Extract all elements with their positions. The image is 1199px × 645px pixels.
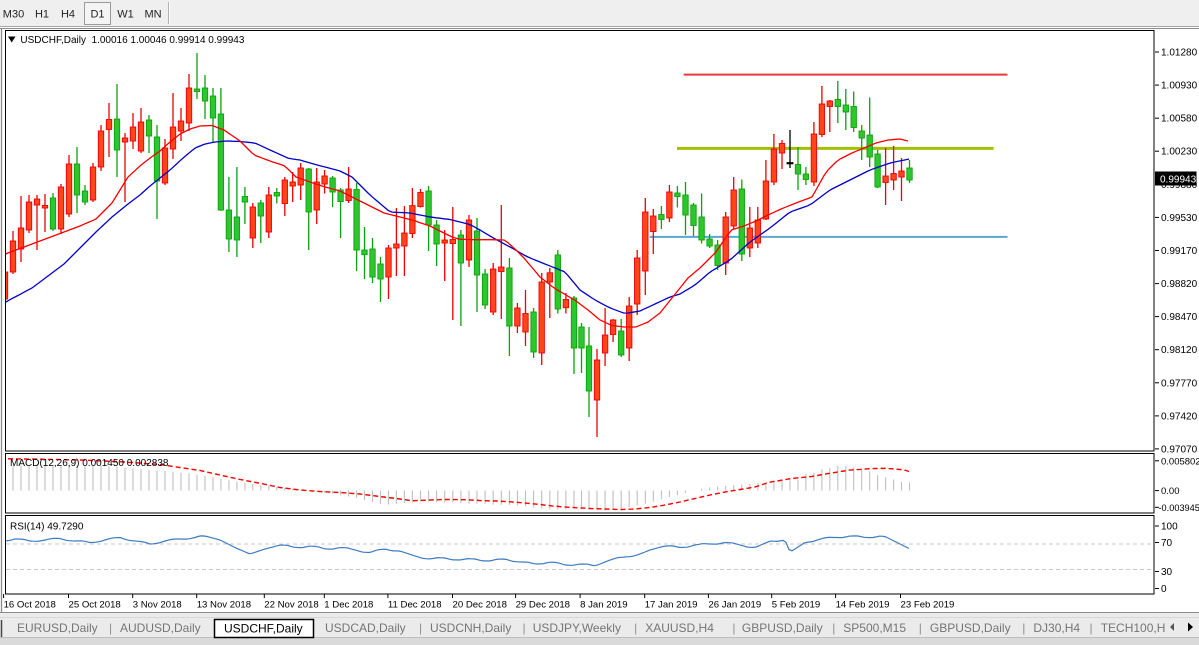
svg-text:SP500,M15: SP500,M15 xyxy=(843,621,906,635)
svg-text:|: | xyxy=(634,621,637,635)
svg-text:USDCHF,Daily 1.00016 1.00046: USDCHF,Daily 1.00016 1.00046 0.99914 0.9… xyxy=(20,35,244,46)
svg-text:1.00580: 1.00580 xyxy=(1161,114,1198,125)
svg-text:16 Oct 2018: 16 Oct 2018 xyxy=(4,600,56,611)
svg-text:0.97770: 0.97770 xyxy=(1161,378,1198,389)
svg-text:3 Nov 2018: 3 Nov 2018 xyxy=(133,600,182,611)
svg-text:0.98820: 0.98820 xyxy=(1161,279,1198,290)
svg-text:GBPUSD,Daily: GBPUSD,Daily xyxy=(742,621,823,635)
svg-text:GBPUSD,Daily: GBPUSD,Daily xyxy=(930,621,1011,635)
svg-text:|: | xyxy=(919,621,922,635)
svg-text:5 Feb 2019: 5 Feb 2019 xyxy=(772,600,821,611)
svg-text:29 Dec 2018: 29 Dec 2018 xyxy=(516,600,570,611)
svg-text:M30: M30 xyxy=(3,9,24,21)
svg-text:0.97420: 0.97420 xyxy=(1161,411,1198,422)
svg-text:USDCNH,Daily: USDCNH,Daily xyxy=(430,621,511,635)
svg-text:TECH100,H: TECH100,H xyxy=(1101,621,1166,635)
svg-text:1.01280: 1.01280 xyxy=(1161,48,1198,59)
svg-text:|: | xyxy=(732,621,735,635)
svg-text:XAUUSD,H4: XAUUSD,H4 xyxy=(645,621,714,635)
svg-text:USDCHF,Daily: USDCHF,Daily xyxy=(224,622,303,636)
svg-text:0.98470: 0.98470 xyxy=(1161,312,1198,323)
svg-text:11 Dec 2018: 11 Dec 2018 xyxy=(388,600,442,611)
svg-text:0: 0 xyxy=(1161,584,1167,595)
svg-text:1 Dec 2018: 1 Dec 2018 xyxy=(324,600,373,611)
svg-text:RSI(14) 49.7290: RSI(14) 49.7290 xyxy=(10,522,84,533)
svg-text:13 Nov 2018: 13 Nov 2018 xyxy=(197,600,251,611)
svg-text:|: | xyxy=(109,621,112,635)
svg-text:MACD(12,26,9) 0.001450 0.00283: MACD(12,26,9) 0.001450 0.002838 xyxy=(10,458,169,469)
svg-text:70: 70 xyxy=(1161,538,1173,549)
svg-text:30: 30 xyxy=(1161,567,1173,578)
svg-text:MN: MN xyxy=(144,9,161,21)
svg-text:22 Nov 2018: 22 Nov 2018 xyxy=(264,600,318,611)
svg-text:USDJPY,Weekly: USDJPY,Weekly xyxy=(533,621,621,635)
svg-text:20 Dec 2018: 20 Dec 2018 xyxy=(453,600,507,611)
svg-text:|: | xyxy=(523,621,526,635)
svg-text:|: | xyxy=(419,621,422,635)
svg-text:-0.003945: -0.003945 xyxy=(1159,503,1199,513)
svg-text:100: 100 xyxy=(1161,522,1178,533)
svg-text:1.00930: 1.00930 xyxy=(1161,81,1198,92)
svg-text:H1: H1 xyxy=(35,9,49,21)
svg-text:8 Jan 2019: 8 Jan 2019 xyxy=(580,600,627,611)
svg-text:EURUSD,Daily: EURUSD,Daily xyxy=(17,621,98,635)
svg-text:D1: D1 xyxy=(90,9,104,21)
svg-text:0.98120: 0.98120 xyxy=(1161,345,1198,356)
svg-text:0.99530: 0.99530 xyxy=(1161,213,1198,224)
svg-text:H4: H4 xyxy=(61,9,75,21)
svg-text:W1: W1 xyxy=(117,9,134,21)
svg-text:23 Feb 2019: 23 Feb 2019 xyxy=(901,600,955,611)
svg-text:DJ30,H4: DJ30,H4 xyxy=(1033,621,1080,635)
svg-text:|: | xyxy=(1022,621,1025,635)
svg-text:1.00230: 1.00230 xyxy=(1161,147,1198,158)
svg-text:0.00: 0.00 xyxy=(1161,486,1180,497)
svg-text:0.005802: 0.005802 xyxy=(1161,456,1199,467)
svg-text:17 Jan 2019: 17 Jan 2019 xyxy=(645,600,698,611)
svg-text:USDCAD,Daily: USDCAD,Daily xyxy=(325,621,406,635)
svg-text:|: | xyxy=(832,621,835,635)
svg-text:AUDUSD,Daily: AUDUSD,Daily xyxy=(120,621,201,635)
svg-text:26 Jan 2019: 26 Jan 2019 xyxy=(708,600,761,611)
svg-text:25 Oct 2018: 25 Oct 2018 xyxy=(69,600,121,611)
svg-text:0.99943: 0.99943 xyxy=(1160,175,1197,186)
svg-text:0.99170: 0.99170 xyxy=(1161,246,1198,257)
svg-text:|: | xyxy=(1090,621,1093,635)
svg-text:14 Feb 2019: 14 Feb 2019 xyxy=(836,600,890,611)
svg-text:0.97070: 0.97070 xyxy=(1161,444,1198,455)
